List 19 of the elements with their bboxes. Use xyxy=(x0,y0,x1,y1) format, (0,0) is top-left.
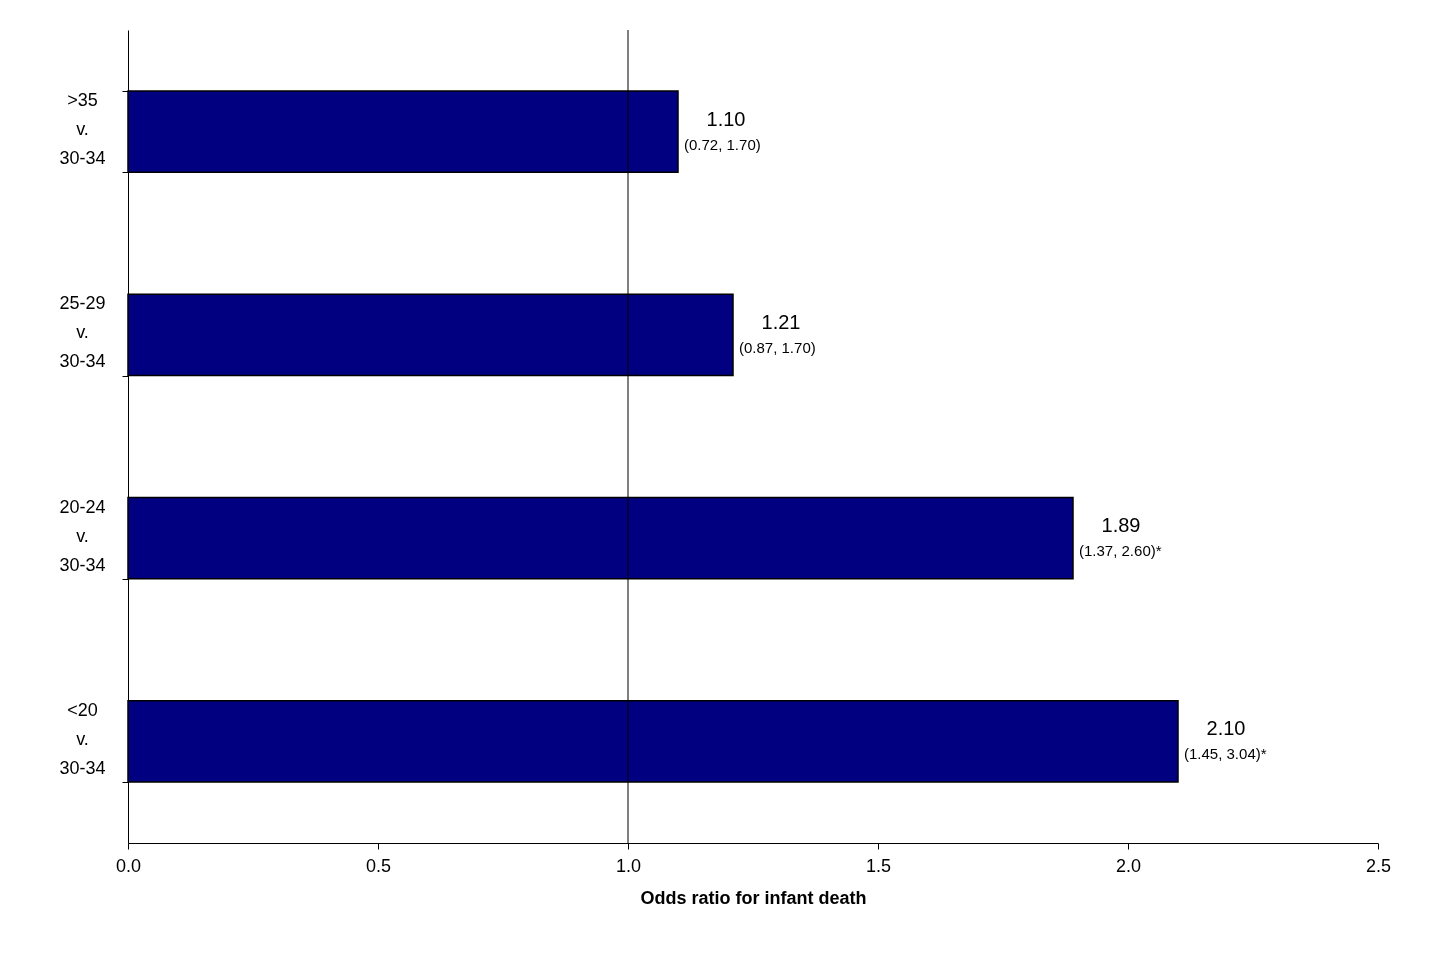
x-tick-label: 2.5 xyxy=(1365,855,1392,876)
annotation: (1.37, 2.60)* xyxy=(1079,542,1162,560)
annotation: (0.87, 1.70) xyxy=(739,338,816,356)
y-tick-label: <20 v. 30-34 xyxy=(59,699,106,778)
data-label: 1.10 xyxy=(706,107,746,130)
x-tick-label: 0.5 xyxy=(365,855,392,876)
y-tick-label: >35 v. 30-34 xyxy=(59,90,106,169)
x-tick-label: 1.5 xyxy=(865,855,892,876)
annotation: (1.45, 3.04)* xyxy=(1184,745,1267,763)
x-axis-title: Odds ratio for infant death xyxy=(640,887,867,908)
annotation: (0.72, 1.70) xyxy=(684,135,761,153)
x-tick-label: 0.0 xyxy=(115,855,142,876)
x-tick-label: 1.0 xyxy=(615,855,642,876)
data-label: 1.21 xyxy=(761,310,801,333)
y-tick-label: 25-29 v. 30-34 xyxy=(59,293,106,372)
data-label: 2.10 xyxy=(1206,717,1246,740)
y-tick-label: 20-24 v. 30-34 xyxy=(59,496,106,575)
x-tick-label: 2.0 xyxy=(1115,855,1142,876)
data-label: 1.89 xyxy=(1101,514,1141,537)
